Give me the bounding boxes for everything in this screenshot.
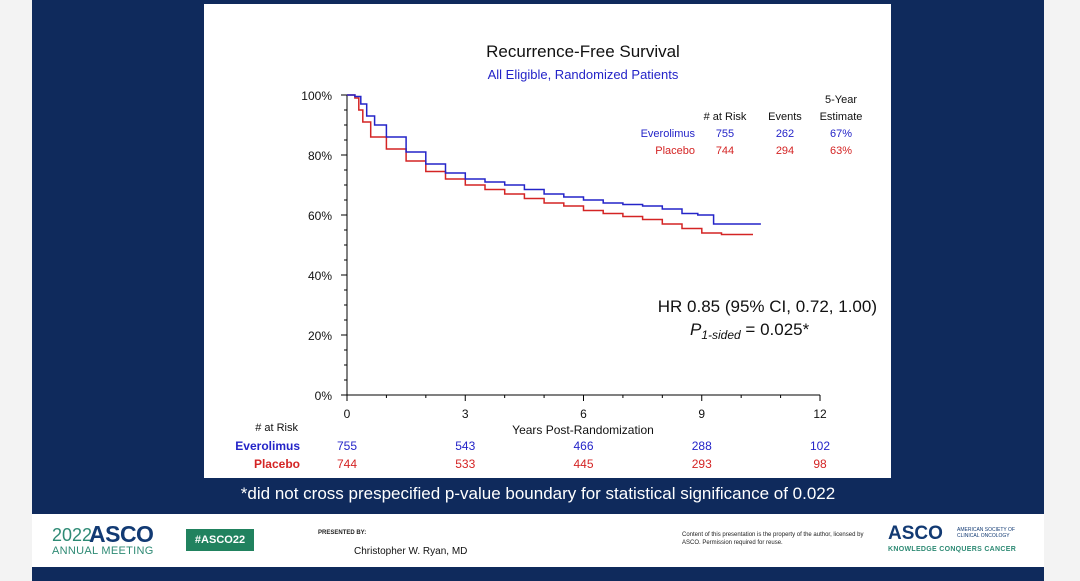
series-line-everolimus (347, 94, 761, 225)
left-margin (0, 0, 32, 581)
legend-header-events: Events (768, 111, 802, 123)
legend-at-risk-value: 755 (716, 128, 734, 140)
legend-header-at-risk: # at Risk (704, 111, 747, 123)
y-tick-label: 60% (308, 209, 332, 223)
society-name: AMERICAN SOCIETY OF CLINICAL ONCOLOGY (957, 527, 1015, 539)
asco-society-logo: ASCO (888, 523, 943, 544)
at-risk-count: 288 (692, 439, 712, 453)
survival-chart: Recurrence-Free Survival All Eligible, Ra… (235, 42, 877, 471)
chart-panel: Recurrence-Free Survival All Eligible, Ra… (204, 4, 891, 478)
legend-estimate-value: 67% (830, 128, 852, 140)
right-margin (1044, 0, 1080, 581)
legend-header-5-year: 5-Year (825, 94, 857, 106)
chart-subtitle: All Eligible, Randomized Patients (488, 67, 679, 82)
y-tick-label: 80% (308, 149, 332, 163)
footer: 2022 ASCO ANNUAL MEETING #ASCO22 PRESENT… (32, 514, 1044, 567)
x-axis-label: Years Post-Randomization (512, 423, 654, 437)
at-risk-count: 543 (455, 439, 475, 453)
asco-tagline: KNOWLEDGE CONQUERS CANCER (888, 546, 1017, 553)
legend-series-name: Placebo (655, 145, 695, 157)
presenter-name: Christopher W. Ryan, MD (354, 546, 468, 557)
at-risk-count: 755 (337, 439, 357, 453)
at-risk-count: 445 (573, 457, 593, 471)
hashtag-badge: #ASCO22 (186, 529, 254, 551)
legend-events-value: 262 (776, 128, 794, 140)
at-risk-count: 533 (455, 457, 475, 471)
x-tick-label: 0 (344, 407, 351, 421)
hazard-ratio-annotation: HR 0.85 (95% CI, 0.72, 1.00) (658, 297, 877, 316)
y-tick-label: 40% (308, 269, 332, 283)
x-tick-label: 9 (698, 407, 705, 421)
p-value-annotation: P1-sided = 0.025* (690, 320, 810, 342)
at-risk-count: 98 (813, 457, 827, 471)
footer-asco-logo: ASCO (89, 521, 154, 547)
chart-title: Recurrence-Free Survival (486, 42, 680, 61)
bottom-strip (32, 571, 1044, 581)
footer-year: 2022 (52, 525, 93, 545)
y-tick-label: 100% (301, 89, 332, 103)
at-risk-row-name: Everolimus (235, 439, 300, 453)
legend-estimate-value: 63% (830, 145, 852, 157)
legend-header-estimate: Estimate (820, 111, 863, 123)
legend-events-value: 294 (776, 145, 794, 157)
at-risk-table-label: # at Risk (255, 422, 298, 434)
at-risk-count: 466 (573, 439, 593, 453)
legend-at-risk-value: 744 (716, 145, 734, 157)
at-risk-row-name: Placebo (254, 457, 300, 471)
x-tick-label: 6 (580, 407, 587, 421)
content-notice: Content of this presentation is the prop… (682, 532, 864, 546)
y-tick-label: 0% (315, 389, 333, 403)
at-risk-count: 293 (692, 457, 712, 471)
legend-series-name: Everolimus (641, 128, 696, 140)
x-tick-label: 3 (462, 407, 469, 421)
x-tick-label: 12 (813, 407, 827, 421)
series-line-placebo (347, 94, 753, 236)
presented-by-label: PRESENTED BY: (318, 530, 367, 536)
at-risk-count: 102 (810, 439, 830, 453)
footnote: *did not cross prespecified p-value boun… (240, 484, 836, 503)
footer-annual-meeting: ANNUAL MEETING (52, 545, 154, 557)
at-risk-count: 744 (337, 457, 357, 471)
y-tick-label: 20% (308, 329, 332, 343)
